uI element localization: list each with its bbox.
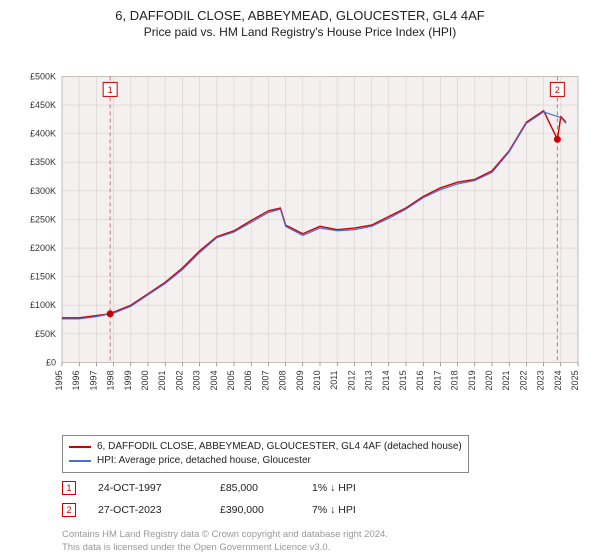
svg-text:1995: 1995 (54, 371, 64, 391)
svg-text:1998: 1998 (106, 371, 116, 391)
svg-text:2008: 2008 (278, 371, 288, 391)
svg-text:2025: 2025 (570, 371, 580, 391)
legend: 6, DAFFODIL CLOSE, ABBEYMEAD, GLOUCESTER… (62, 435, 469, 473)
svg-text:2012: 2012 (346, 371, 356, 391)
marker-price: £390,000 (220, 504, 290, 516)
footer-line-2: This data is licensed under the Open Gov… (62, 542, 588, 554)
svg-text:£300K: £300K (30, 186, 56, 196)
svg-text:1996: 1996 (71, 371, 81, 391)
line-chart-svg: £0 £50K £100K £150K £200K £250K £300K £350K £400… (12, 46, 588, 429)
svg-text:2023: 2023 (536, 371, 546, 391)
svg-text:£200K: £200K (30, 243, 56, 253)
svg-text:£500K: £500K (30, 72, 56, 82)
marker-pct: 1% ↓ HPI (312, 482, 402, 494)
svg-text:£50K: £50K (35, 329, 56, 339)
svg-text:2001: 2001 (157, 371, 167, 391)
svg-text:2002: 2002 (174, 371, 184, 391)
svg-text:1: 1 (108, 85, 113, 95)
svg-text:2017: 2017 (432, 371, 442, 391)
svg-text:2022: 2022 (518, 371, 528, 391)
svg-text:2004: 2004 (209, 371, 219, 391)
marker-badge: 1 (62, 481, 76, 495)
svg-text:2013: 2013 (364, 371, 374, 391)
marker-pct: 7% ↓ HPI (312, 504, 402, 516)
svg-text:1997: 1997 (88, 371, 98, 391)
svg-text:2020: 2020 (484, 371, 494, 391)
footer-line-1: Contains HM Land Registry data © Crown c… (62, 529, 588, 541)
legend-swatch (69, 446, 91, 448)
svg-text:2024: 2024 (553, 371, 563, 391)
svg-text:2019: 2019 (467, 371, 477, 391)
svg-text:2: 2 (555, 85, 560, 95)
footer-note: Contains HM Land Registry data © Crown c… (62, 529, 588, 554)
svg-text:2016: 2016 (415, 371, 425, 391)
svg-text:£100K: £100K (30, 301, 56, 311)
svg-text:2011: 2011 (329, 371, 339, 390)
svg-text:2009: 2009 (295, 371, 305, 391)
svg-text:2010: 2010 (312, 371, 322, 391)
legend-label: 6, DAFFODIL CLOSE, ABBEYMEAD, GLOUCESTER… (97, 440, 462, 454)
svg-text:2015: 2015 (398, 371, 408, 391)
title-main: 6, DAFFODIL CLOSE, ABBEYMEAD, GLOUCESTER… (12, 8, 588, 25)
svg-text:£250K: £250K (30, 215, 56, 225)
svg-text:2003: 2003 (192, 371, 202, 391)
svg-text:2018: 2018 (450, 371, 460, 391)
markers-table: 1 24-OCT-1997 £85,000 1% ↓ HPI 2 27-OCT-2023 £… (62, 481, 588, 525)
svg-text:2014: 2014 (381, 371, 391, 391)
marker-row: 2 27-OCT-2023 £390,000 7% ↓ HPI (62, 503, 588, 517)
svg-text:1999: 1999 (123, 371, 133, 391)
svg-text:2005: 2005 (226, 371, 236, 391)
svg-text:2007: 2007 (260, 371, 270, 391)
marker-price: £85,000 (220, 482, 290, 494)
svg-text:£0: £0 (46, 358, 56, 368)
svg-text:2000: 2000 (140, 371, 150, 391)
title-sub: Price paid vs. HM Land Registry's House … (12, 25, 588, 41)
legend-label: HPI: Average price, detached house, Glou… (97, 454, 311, 468)
svg-text:2021: 2021 (501, 371, 511, 391)
title-block: 6, DAFFODIL CLOSE, ABBEYMEAD, GLOUCESTER… (12, 8, 588, 40)
marker-badge: 2 (62, 503, 76, 517)
legend-row: HPI: Average price, detached house, Glou… (69, 454, 462, 468)
marker-date: 27-OCT-2023 (98, 504, 198, 516)
figure-container: 6, DAFFODIL CLOSE, ABBEYMEAD, GLOUCESTER… (0, 0, 600, 560)
svg-text:£400K: £400K (30, 129, 56, 139)
legend-swatch (69, 460, 91, 462)
svg-text:£350K: £350K (30, 158, 56, 168)
legend-row: 6, DAFFODIL CLOSE, ABBEYMEAD, GLOUCESTER… (69, 440, 462, 454)
marker-row: 1 24-OCT-1997 £85,000 1% ↓ HPI (62, 481, 588, 495)
svg-text:£150K: £150K (30, 272, 56, 282)
chart-area: £0 £50K £100K £150K £200K £250K £300K £350K £400… (12, 46, 588, 429)
svg-text:2006: 2006 (243, 371, 253, 391)
svg-text:£450K: £450K (30, 100, 56, 110)
marker-date: 24-OCT-1997 (98, 482, 198, 494)
